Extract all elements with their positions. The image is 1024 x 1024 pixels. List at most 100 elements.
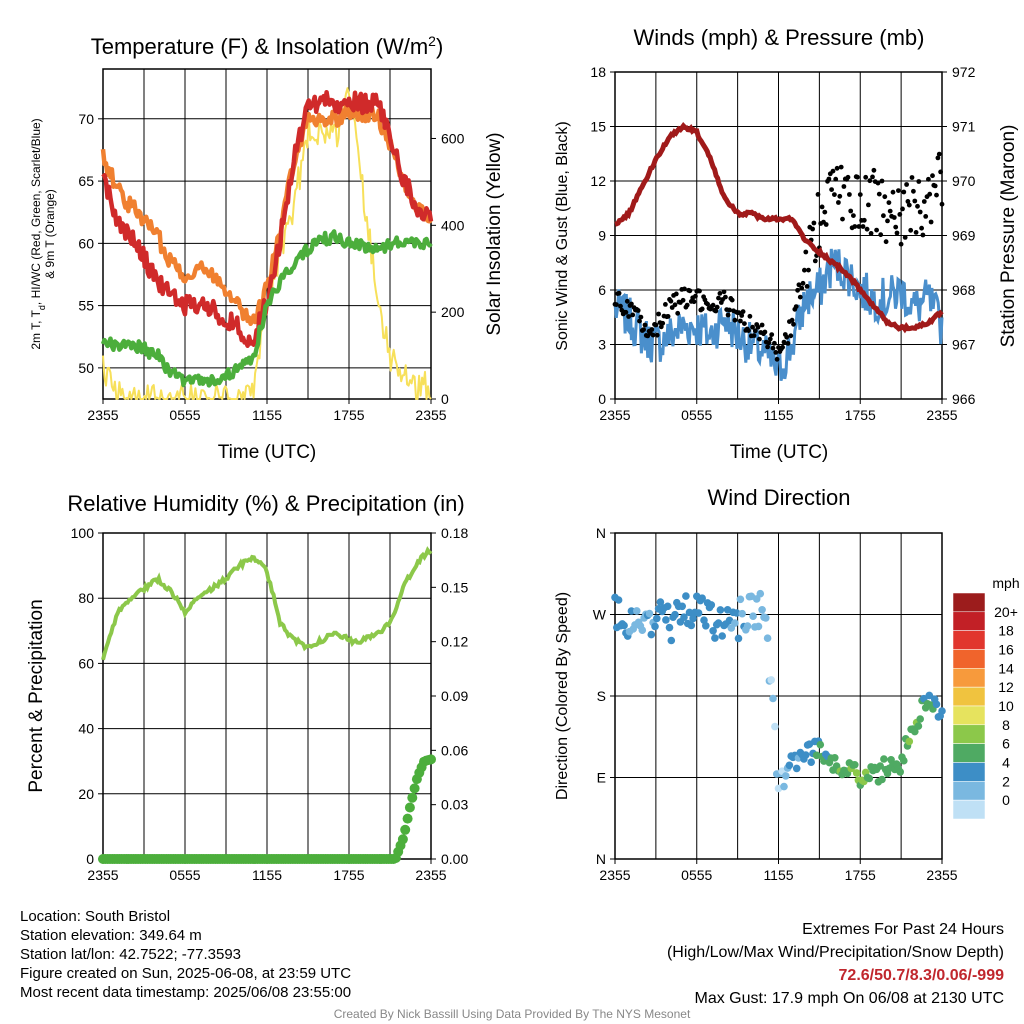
gust-point [886, 200, 892, 206]
gust-point [932, 183, 938, 189]
gust-point [822, 209, 828, 215]
gust-point [830, 168, 836, 174]
direction-point [876, 762, 884, 770]
y2-tick-label: 972 [952, 64, 976, 80]
gust-point [713, 308, 719, 314]
direction-point [620, 621, 628, 630]
y-tick-label: 70 [78, 111, 94, 127]
gust-point [935, 155, 941, 161]
x-tick-label: 0555 [681, 867, 712, 883]
direction-point [792, 764, 801, 773]
gust-point [750, 324, 755, 330]
y-tick-label: 12 [590, 173, 606, 189]
gust-point [837, 193, 843, 199]
gust-point [896, 188, 901, 194]
y2-tick-label: 967 [952, 337, 976, 353]
gust-point [714, 304, 720, 310]
gust-point [710, 302, 716, 308]
gust-point [883, 239, 889, 245]
temperature-ylabel-right: Solar Insolation (Yellow) [484, 132, 505, 335]
gust-point [928, 219, 934, 225]
colorbar-label: 20+ [994, 604, 1018, 620]
direction-point [614, 596, 623, 604]
y2-tick-label: 600 [441, 130, 465, 146]
y-tick-label: 65 [78, 173, 94, 189]
gust-point [802, 267, 807, 273]
direction-point [694, 609, 703, 617]
gust-point [919, 225, 924, 231]
direction-point [743, 622, 752, 630]
gust-point [650, 332, 656, 338]
precip-point [409, 783, 420, 794]
direction-point [738, 609, 746, 618]
gust-point [912, 198, 918, 204]
colorbar-label: 14 [998, 660, 1014, 676]
gust-point [672, 302, 678, 308]
gust-point [885, 218, 890, 224]
colorbar-swatch [952, 799, 986, 820]
gust-point [751, 333, 757, 338]
gust-point [901, 189, 907, 195]
gust-point [675, 310, 681, 316]
gust-point [939, 201, 945, 207]
gust-point [864, 226, 870, 232]
direction-point [678, 602, 686, 611]
gust-point [781, 339, 787, 345]
gust-point [898, 241, 904, 247]
gust-point [624, 298, 630, 304]
gust-point [673, 291, 679, 297]
gust-point [806, 267, 811, 273]
gust-point [908, 227, 914, 233]
direction-ylabel-left: Direction (Colored By Speed) [554, 592, 571, 800]
gust-point [926, 176, 931, 182]
direction-point [880, 755, 888, 763]
direction-point [807, 758, 815, 766]
gust-point [868, 231, 874, 236]
gust-point [917, 209, 923, 215]
x-tick-label: 1155 [252, 867, 282, 883]
colorbar-swatch [952, 724, 986, 744]
temperature-ylabel-left: 2m T, Td, HI/WC (Red, Green, Scarlet/Blu… [29, 118, 57, 349]
direction-point [767, 676, 775, 684]
direction-point [785, 761, 794, 770]
gust-point [796, 282, 802, 288]
gust-point [810, 226, 815, 232]
direction-point [685, 608, 694, 617]
gust-point [618, 303, 623, 309]
gust-point [732, 317, 738, 323]
y-tick-label: N [596, 851, 606, 867]
info-elevation: Station elevation: 349.64 m [20, 927, 202, 944]
gust-point [654, 332, 660, 338]
precip-point [426, 754, 436, 765]
gust-point [772, 340, 777, 346]
direction-point [653, 614, 661, 623]
direction-point [758, 606, 766, 614]
winds-title: Winds (mph) & Pressure (mb) [634, 25, 925, 50]
direction-point [707, 601, 716, 609]
direction-point [916, 715, 924, 723]
direction-point [865, 774, 874, 783]
gust-point [791, 321, 796, 327]
gust-point [729, 297, 735, 303]
direction-point [736, 595, 745, 604]
gust-point [629, 301, 634, 307]
y-tick-label: S [597, 688, 606, 704]
direction-point [816, 740, 825, 749]
gust-point [882, 194, 888, 200]
gust-point [705, 301, 710, 307]
gust-point [936, 151, 942, 157]
gust-point [866, 202, 871, 208]
direction-point [762, 614, 770, 622]
direction-point [749, 612, 757, 620]
x-tick-label: 1155 [763, 867, 793, 883]
gust-point [857, 192, 863, 198]
direction-point [633, 607, 641, 615]
gust-point [900, 206, 905, 212]
gust-point [767, 336, 773, 342]
y-tick-label: 0 [598, 391, 606, 407]
gust-point [890, 189, 896, 195]
y-tick-label: 18 [590, 64, 606, 80]
y2-tick-label: 966 [952, 391, 976, 407]
direction-point [756, 589, 765, 598]
